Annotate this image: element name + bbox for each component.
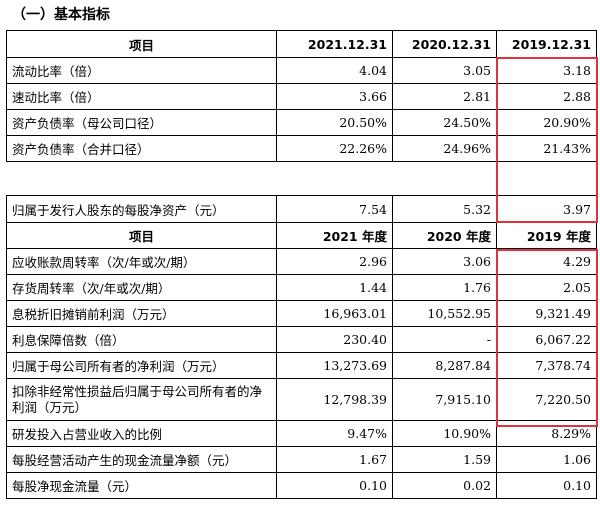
cell-2019: 1.06 bbox=[496, 446, 597, 473]
cell-2021: 1.67 bbox=[276, 446, 393, 473]
row-label: 研发投入占营业收入的比例 bbox=[6, 420, 277, 447]
cell-2019: 20.90% bbox=[496, 109, 597, 136]
table-row: 应收账款周转率（次/年或次/期） 2.96 3.06 4.29 bbox=[6, 248, 597, 275]
cell-2020: 1.76 bbox=[392, 274, 497, 301]
table-row: 归属于发行人股东的每股净资产（元） 7.54 5.32 3.97 bbox=[6, 195, 597, 223]
cell-2021: 7.54 bbox=[276, 195, 393, 223]
cell-2021: 230.40 bbox=[276, 326, 393, 353]
cell-2019: 8.29% bbox=[496, 420, 597, 447]
cell-2020: 10.90% bbox=[392, 420, 497, 447]
cell-2019: 7,220.50 bbox=[496, 378, 597, 421]
row-label: 每股净现金流量（元） bbox=[6, 472, 277, 499]
cell-2019: 21.43% bbox=[496, 135, 597, 162]
cell-2021: 9.47% bbox=[276, 420, 393, 447]
cell-2019: 3.18 bbox=[496, 57, 597, 84]
cell-2020: 5.32 bbox=[392, 195, 497, 223]
cell-2021: 22.26% bbox=[276, 135, 393, 162]
table-header-row: 项目 2021 年度 2020 年度 2019 年度 bbox=[6, 222, 597, 249]
header-2020: 2020.12.31 bbox=[392, 30, 497, 58]
row-label: 扣除非经常性损益后归属于母公司所有者的净利润（万元） bbox=[6, 378, 277, 421]
cell-2020: 10,552.95 bbox=[392, 300, 497, 327]
row-label: 流动比率（倍） bbox=[6, 57, 277, 84]
row-label: 资产负债率（合并口径） bbox=[6, 135, 277, 162]
row-label: 存货周转率（次/年或次/期） bbox=[6, 274, 277, 301]
cell-2020: - bbox=[392, 326, 497, 353]
table-row: 每股经营活动产生的现金流量净额（元） 1.67 1.59 1.06 bbox=[6, 446, 597, 473]
cell-2021: 3.66 bbox=[276, 83, 393, 110]
table-row: 研发投入占营业收入的比例 9.47% 10.90% 8.29% bbox=[6, 420, 597, 447]
cell-2020: 7,915.10 bbox=[392, 378, 497, 421]
cell-2020: 24.50% bbox=[392, 109, 497, 136]
cell-2021: 1.44 bbox=[276, 274, 393, 301]
balance-metrics-table: 项目 2021.12.31 2020.12.31 2019.12.31 流动比率… bbox=[6, 30, 597, 162]
cell-2020: 3.06 bbox=[392, 248, 497, 275]
table-row: 流动比率（倍） 4.04 3.05 3.18 bbox=[6, 57, 597, 84]
table-row: 每股净现金流量（元） 0.10 0.02 0.10 bbox=[6, 472, 597, 499]
cell-2019: 4.29 bbox=[496, 248, 597, 275]
row-label: 归属于母公司所有者的净利润（万元） bbox=[6, 352, 277, 379]
cell-2021: 2.96 bbox=[276, 248, 393, 275]
cell-2020: 24.96% bbox=[392, 135, 497, 162]
cell-2020: 0.02 bbox=[392, 472, 497, 499]
table-header-row: 项目 2021.12.31 2020.12.31 2019.12.31 bbox=[6, 30, 597, 58]
row-label: 归属于发行人股东的每股净资产（元） bbox=[6, 195, 277, 223]
cell-2020: 1.59 bbox=[392, 446, 497, 473]
cell-2019: 7,378.74 bbox=[496, 352, 597, 379]
header-2019: 2019 年度 bbox=[496, 222, 597, 249]
cell-2019: 2.05 bbox=[496, 274, 597, 301]
cell-2020: 8,287.84 bbox=[392, 352, 497, 379]
section-title: （一）基本指标 bbox=[12, 7, 110, 23]
table-row: 归属于母公司所有者的净利润（万元） 13,273.69 8,287.84 7,3… bbox=[6, 352, 597, 379]
row-label: 利息保障倍数（倍） bbox=[6, 326, 277, 353]
table-row: 存货周转率（次/年或次/期） 1.44 1.76 2.05 bbox=[6, 274, 597, 301]
operating-metrics-table: 归属于发行人股东的每股净资产（元） 7.54 5.32 3.97 项目 2021… bbox=[6, 195, 597, 499]
table-row: 资产负债率（母公司口径） 20.50% 24.50% 20.90% bbox=[6, 109, 597, 136]
row-label: 资产负债率（母公司口径） bbox=[6, 109, 277, 136]
cell-2019: 0.10 bbox=[496, 472, 597, 499]
table-row: 利息保障倍数（倍） 230.40 - 6,067.22 bbox=[6, 326, 597, 353]
cell-2019: 2.88 bbox=[496, 83, 597, 110]
cell-2019: 6,067.22 bbox=[496, 326, 597, 353]
row-label: 息税折旧摊销前利润（万元） bbox=[6, 300, 277, 327]
cell-2021: 4.04 bbox=[276, 57, 393, 84]
table-row: 速动比率（倍） 3.66 2.81 2.88 bbox=[6, 83, 597, 110]
row-label: 应收账款周转率（次/年或次/期） bbox=[6, 248, 277, 275]
header-2021: 2021.12.31 bbox=[276, 30, 393, 58]
row-label: 每股经营活动产生的现金流量净额（元） bbox=[6, 446, 277, 473]
cell-2020: 3.05 bbox=[392, 57, 497, 84]
header-2021: 2021 年度 bbox=[276, 222, 393, 249]
cell-2020: 2.81 bbox=[392, 83, 497, 110]
row-label: 速动比率（倍） bbox=[6, 83, 277, 110]
table-row: 扣除非经常性损益后归属于母公司所有者的净利润（万元） 12,798.39 7,9… bbox=[6, 378, 597, 421]
table-row: 资产负债率（合并口径） 22.26% 24.96% 21.43% bbox=[6, 135, 597, 162]
header-item: 项目 bbox=[6, 30, 277, 58]
cell-2019: 3.97 bbox=[496, 195, 597, 223]
header-2020: 2020 年度 bbox=[392, 222, 497, 249]
cell-2021: 12,798.39 bbox=[276, 378, 393, 421]
cell-2021: 16,963.01 bbox=[276, 300, 393, 327]
cell-2021: 20.50% bbox=[276, 109, 393, 136]
header-item: 项目 bbox=[6, 222, 277, 249]
table-row: 息税折旧摊销前利润（万元） 16,963.01 10,552.95 9,321.… bbox=[6, 300, 597, 327]
cell-2021: 13,273.69 bbox=[276, 352, 393, 379]
header-2019: 2019.12.31 bbox=[496, 30, 597, 58]
cell-2021: 0.10 bbox=[276, 472, 393, 499]
cell-2019: 9,321.49 bbox=[496, 300, 597, 327]
